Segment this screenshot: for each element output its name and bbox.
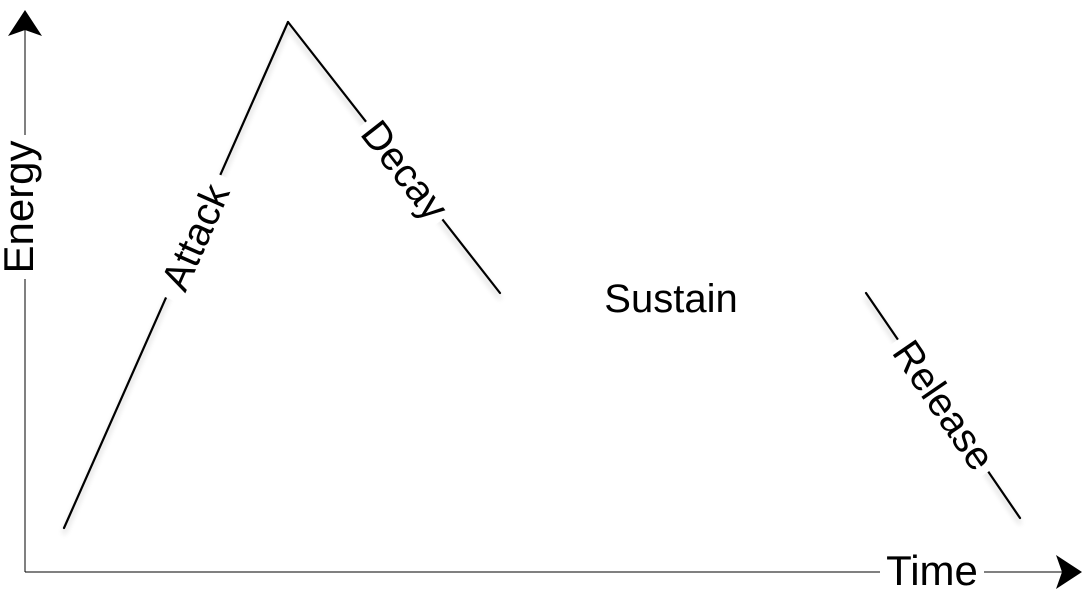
y-axis-label: Energy	[0, 140, 42, 273]
y-axis-label-bg	[0, 135, 35, 279]
release-label-group: Release	[880, 326, 1008, 484]
y-axis-label-group: Energy	[0, 135, 42, 279]
release-label-bg	[880, 326, 1008, 484]
x-axis-label: Time	[886, 547, 978, 592]
attack-label-group: Attack	[147, 166, 243, 308]
sustain-label: Sustain	[604, 277, 737, 321]
decay-label-bg	[349, 107, 461, 233]
sustain-label-group: Sustain	[591, 273, 751, 321]
x-axis-label-group: Time	[880, 546, 984, 592]
release-label: Release	[884, 333, 1003, 479]
sustain-label-bg	[591, 273, 751, 319]
decay-label: Decay	[352, 112, 456, 228]
x-axis-arrow-icon	[1056, 555, 1082, 589]
x-axis-label-bg	[880, 546, 984, 590]
decay-label-group: Decay	[349, 107, 461, 233]
attack-label-bg	[147, 166, 243, 308]
attack-label: Attack	[153, 177, 239, 297]
y-axis-arrow-icon	[8, 10, 42, 36]
